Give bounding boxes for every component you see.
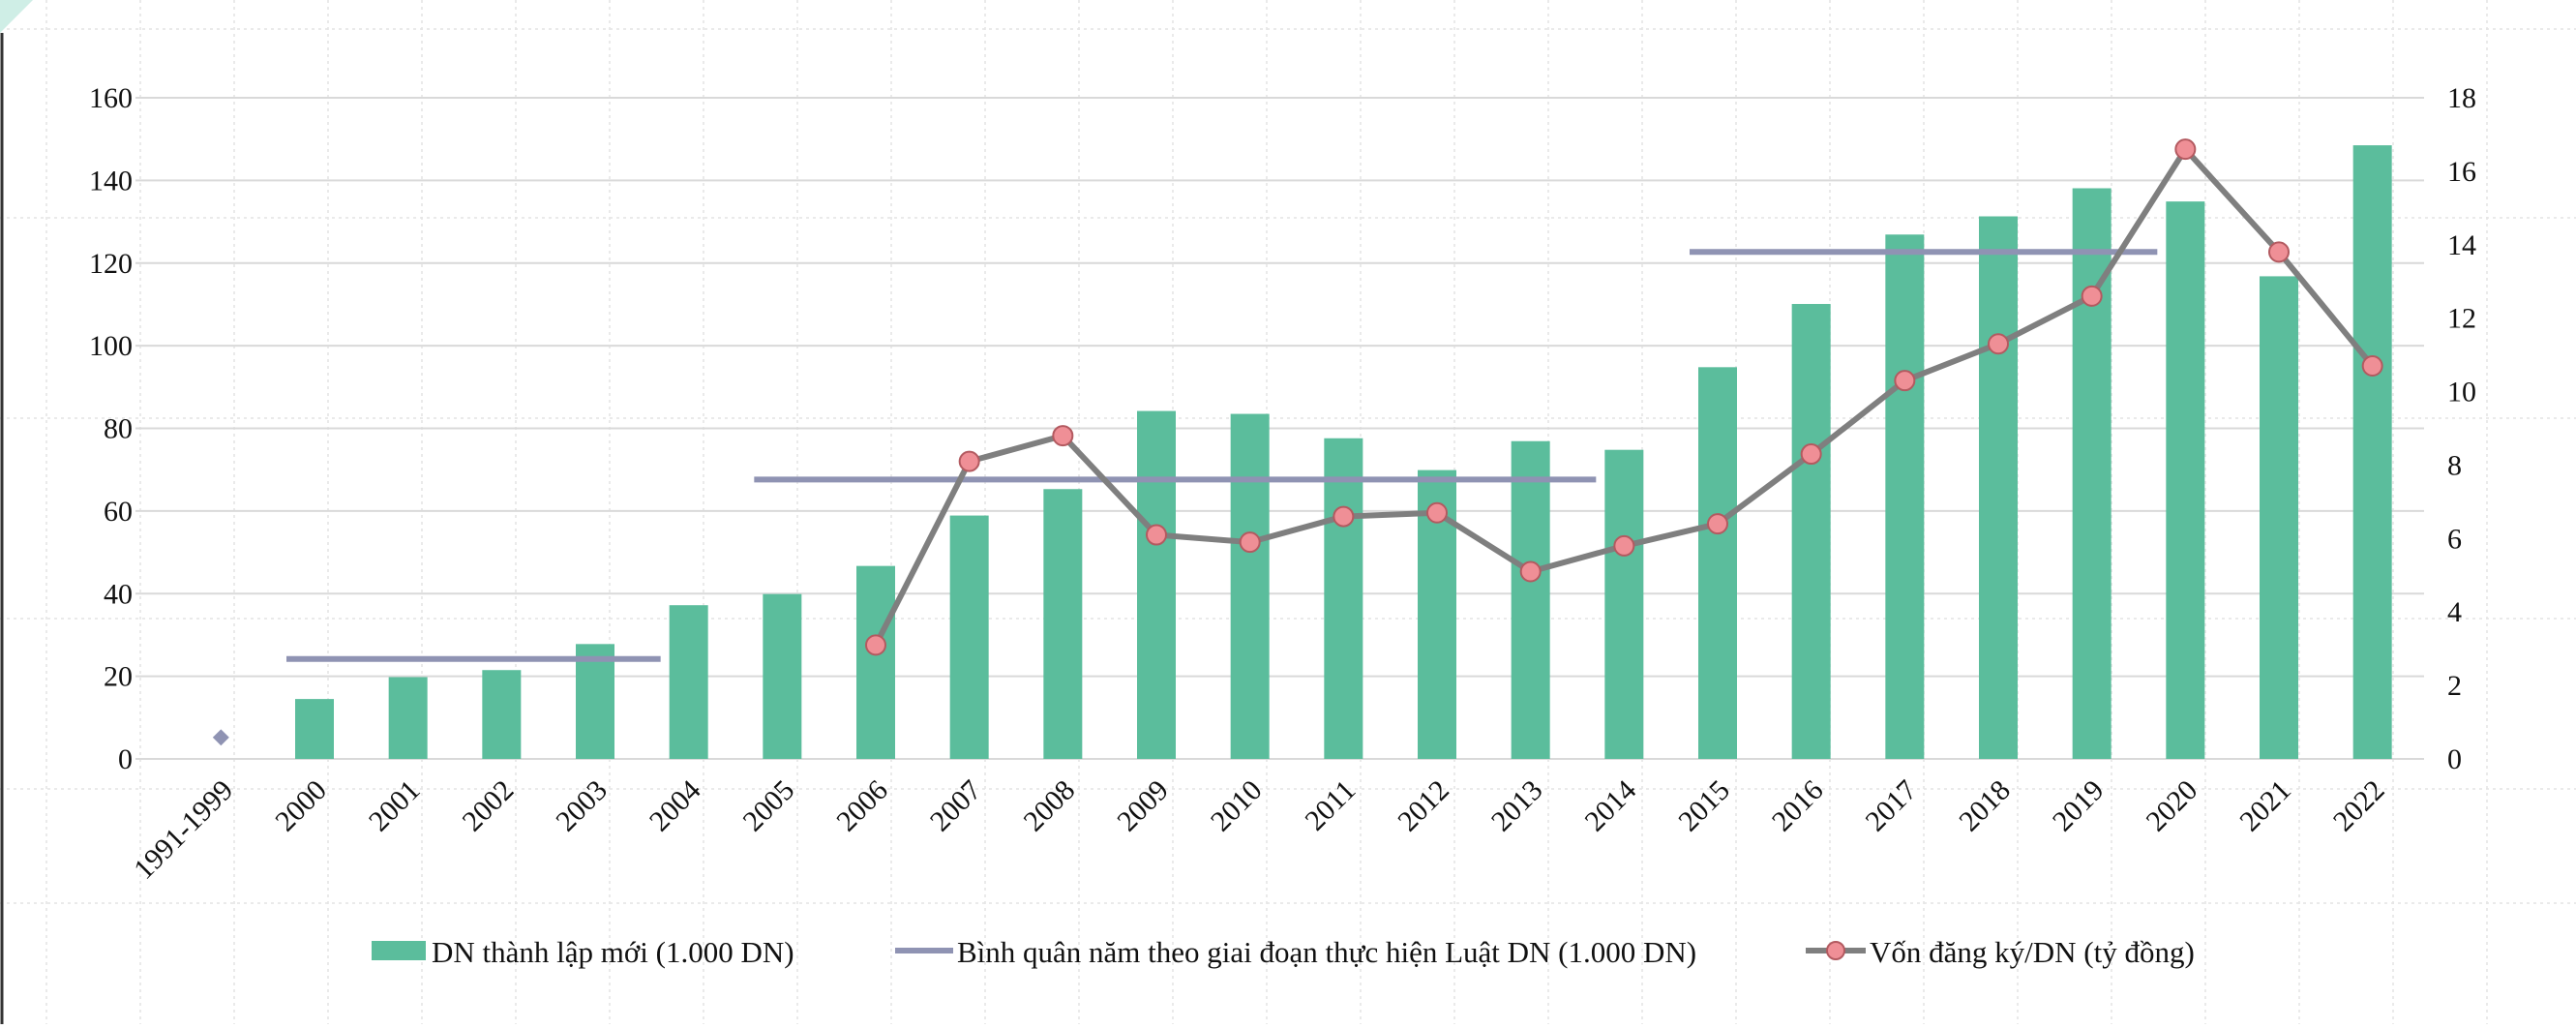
y-axis-left-ticks: 0 20 40 60 80 100 120 140 160 bbox=[89, 82, 133, 775]
bar-2017 bbox=[1885, 234, 1925, 759]
bar-2016 bbox=[1791, 304, 1831, 759]
bar-2003 bbox=[576, 644, 614, 759]
bar-2001 bbox=[388, 677, 428, 759]
x-label-2006: 2006 bbox=[830, 774, 894, 838]
x-label-2009: 2009 bbox=[1111, 774, 1175, 838]
bar-2008 bbox=[1043, 489, 1083, 759]
line-marker-2018 bbox=[1988, 333, 2009, 355]
x-axis-labels: 1991-1999 2000 2001 2002 2003 2004 2005 2006 200… bbox=[128, 774, 2391, 886]
legend-bar-label: DN thành lập mới (1.000 DN) bbox=[432, 935, 794, 969]
bar-2010 bbox=[1230, 413, 1270, 759]
y-right-tick-label: 16 bbox=[2447, 156, 2476, 188]
average-step-series bbox=[212, 249, 2158, 746]
x-label-2021: 2021 bbox=[2233, 774, 2297, 838]
x-label-2001: 2001 bbox=[363, 774, 427, 838]
bar-2018 bbox=[1979, 216, 2018, 759]
bar-2011 bbox=[1324, 438, 1363, 759]
y-left-tick-label: 60 bbox=[104, 496, 133, 528]
bar-2015 bbox=[1698, 367, 1737, 759]
x-label-2017: 2017 bbox=[1860, 774, 1924, 838]
line-marker-2012 bbox=[1426, 501, 1448, 524]
x-label-2008: 2008 bbox=[1018, 774, 1082, 838]
bar-2000 bbox=[295, 699, 334, 759]
line-marker-2016 bbox=[1800, 443, 1822, 466]
x-label-2018: 2018 bbox=[1953, 774, 2017, 838]
corner-decoration bbox=[0, 0, 33, 33]
line-marker-2010 bbox=[1239, 531, 1261, 554]
bar-2007 bbox=[949, 515, 989, 759]
y-right-tick-label: 8 bbox=[2447, 449, 2462, 481]
x-label-2004: 2004 bbox=[644, 774, 707, 838]
x-label-2014: 2014 bbox=[1579, 774, 1643, 838]
bar-2009 bbox=[1137, 410, 1176, 759]
line-marker-2008 bbox=[1052, 425, 1074, 447]
line-marker-2015 bbox=[1707, 513, 1728, 535]
x-label-2011: 2011 bbox=[1299, 774, 1362, 837]
x-label-2019: 2019 bbox=[2047, 774, 2111, 838]
capital-line-series bbox=[865, 138, 2383, 656]
bar-2002 bbox=[482, 670, 522, 759]
legend-avg-label: Bình quân năm theo giai đoạn thực hiện L… bbox=[957, 935, 1696, 969]
x-label-2005: 2005 bbox=[737, 774, 801, 838]
bar-2020 bbox=[2166, 201, 2205, 759]
y-left-tick-label: 140 bbox=[89, 165, 133, 197]
bar-2022 bbox=[2352, 145, 2392, 759]
y-left-tick-label: 0 bbox=[118, 743, 133, 775]
legend-bar-swatch bbox=[372, 941, 426, 960]
line-marker-2019 bbox=[2081, 285, 2103, 307]
x-label-2015: 2015 bbox=[1672, 774, 1736, 838]
y-left-tick-label: 80 bbox=[104, 413, 133, 445]
bar-2019 bbox=[2072, 188, 2112, 760]
x-label-1991-1999: 1991-1999 bbox=[128, 774, 239, 886]
x-label-2002: 2002 bbox=[457, 774, 521, 838]
y-left-tick-label: 160 bbox=[89, 82, 133, 114]
line-marker-2007 bbox=[958, 450, 980, 472]
y-right-tick-label: 2 bbox=[2447, 670, 2462, 702]
legend-line-marker bbox=[1826, 941, 1845, 960]
bar-2005 bbox=[763, 593, 802, 759]
y-axis-right-ticks: 0 2 4 6 8 10 12 14 16 18 bbox=[2447, 82, 2476, 775]
x-label-2010: 2010 bbox=[1205, 774, 1269, 838]
line-marker-2011 bbox=[1333, 505, 1355, 528]
y-right-tick-label: 0 bbox=[2447, 743, 2462, 775]
y-left-tick-label: 120 bbox=[89, 248, 133, 280]
y-right-tick-label: 18 bbox=[2447, 82, 2476, 114]
y-right-tick-label: 12 bbox=[2447, 303, 2476, 335]
line-marker-2020 bbox=[2174, 138, 2197, 161]
bar-2013 bbox=[1511, 440, 1550, 759]
bar-2004 bbox=[669, 605, 708, 759]
y-right-tick-label: 14 bbox=[2447, 229, 2476, 261]
bar-2021 bbox=[2260, 276, 2298, 759]
avg-point-1991-1999 bbox=[212, 729, 229, 746]
y-right-tick-label: 4 bbox=[2447, 596, 2462, 628]
line-marker-2006 bbox=[865, 634, 886, 656]
y-left-tick-label: 100 bbox=[89, 330, 133, 362]
line-marker-2021 bbox=[2268, 241, 2290, 263]
x-label-2003: 2003 bbox=[550, 774, 614, 838]
legend-line-label: Vốn đăng ký/DN (tỷ đồng) bbox=[1870, 935, 2195, 969]
x-label-2020: 2020 bbox=[2141, 774, 2204, 838]
y-left-tick-label: 20 bbox=[104, 661, 133, 693]
x-label-2000: 2000 bbox=[269, 774, 333, 838]
line-marker-2017 bbox=[1894, 370, 1916, 392]
bar-2006 bbox=[856, 565, 895, 759]
y-right-tick-label: 6 bbox=[2447, 523, 2462, 555]
line-marker-2022 bbox=[2361, 354, 2383, 377]
y-right-tick-label: 10 bbox=[2447, 377, 2476, 409]
line-marker-2009 bbox=[1146, 524, 1167, 546]
x-label-2022: 2022 bbox=[2327, 774, 2391, 838]
y-gridlines bbox=[135, 97, 2424, 760]
line-marker-2013 bbox=[1519, 560, 1542, 583]
x-label-2016: 2016 bbox=[1766, 774, 1830, 838]
bar-2014 bbox=[1604, 449, 1644, 759]
line-marker-2014 bbox=[1613, 534, 1635, 557]
y-left-tick-label: 40 bbox=[104, 578, 133, 610]
x-label-2012: 2012 bbox=[1392, 774, 1455, 838]
x-label-2013: 2013 bbox=[1485, 774, 1549, 838]
legend: DN thành lập mới (1.000 DN) Bình quân nă… bbox=[372, 935, 2195, 969]
x-label-2007: 2007 bbox=[924, 774, 988, 838]
